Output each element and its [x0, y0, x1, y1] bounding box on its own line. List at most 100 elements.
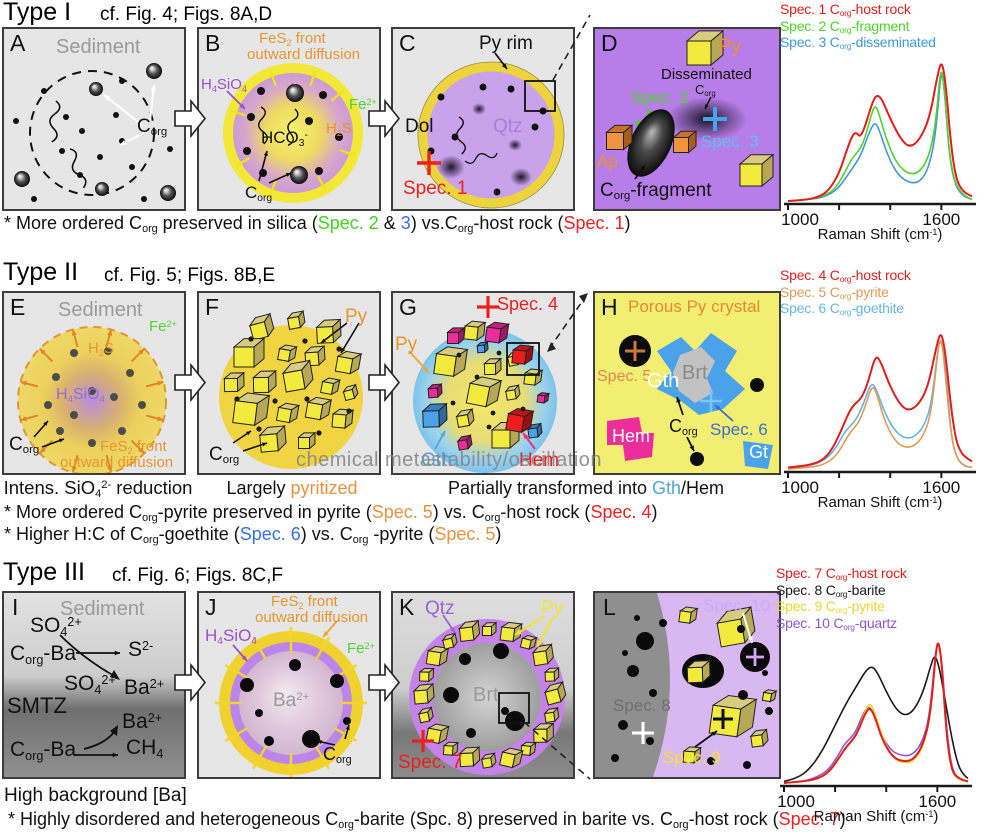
panel-b-graphics — [223, 63, 363, 203]
smtz-label: SMTZ — [7, 693, 67, 718]
py-label: Py — [345, 306, 368, 327]
corg-label: Corg — [137, 116, 168, 139]
panel-i-graphics — [59, 634, 120, 758]
legend-entry: Spec. 8 Corg-barite — [776, 581, 886, 599]
porous-py-title: Porous Py crystal — [628, 297, 761, 316]
h2s-label: H2S — [326, 120, 352, 138]
legend-entry: Spec. 10 Corg-quartz — [776, 614, 897, 632]
gt-label: Gt — [749, 442, 769, 462]
spec5-label: Spec. 5 — [597, 368, 652, 385]
type3-title: Type III — [3, 558, 85, 586]
chart-legend: Spec. 4 Corg-host rock Spec. 5 Corg-pyrit… — [780, 268, 988, 318]
panel-j: J FeS2 front outward diffusion H4SiO4 Fe… — [197, 591, 381, 779]
chart-legend: Spec. 1 Corg-host rock Spec. 2 Corg-fragm… — [780, 2, 988, 52]
legend-entry: Spec. 2 Corg-fragment — [780, 17, 910, 35]
so4-label-1: SO42+ — [30, 614, 82, 639]
spec6-label: Spec. 6 — [710, 420, 768, 439]
corg-label: Corg — [9, 434, 40, 457]
ch4-label: CH4 — [126, 736, 164, 761]
h4sio4-label: H4SiO4 — [201, 76, 247, 94]
hem-label: Hem — [519, 450, 560, 471]
panel-e-letter: E — [10, 294, 26, 320]
fes2-front-label: FeS2 front — [100, 438, 167, 456]
corg-ba-label-1: Corg-Ba — [10, 642, 77, 667]
corg-label: Corg — [209, 444, 240, 467]
high-background-caption: High background [Ba] — [4, 785, 187, 806]
spec4-label: Spec. 4 — [497, 294, 559, 314]
panel-k: K Qtz Py Brt Spec. 7 — [391, 591, 575, 779]
brt-label: Brt — [473, 684, 499, 706]
panel-c-letter: C — [399, 30, 416, 56]
caption-partially-transformed: Partially transformed into Gth/Hem — [447, 478, 725, 498]
svg-text:1600: 1600 — [922, 478, 960, 497]
panel-i: I Sediment SO42+ Corg-Ba S2- SO42+ Ba2+ … — [2, 591, 186, 779]
chart-xlabel: Raman Shift (cm-1) — [817, 226, 943, 243]
svg-text:1000: 1000 — [777, 792, 815, 811]
panel-g: G Spec. 4 Py Gth Hem — [391, 291, 575, 475]
h4sio4-label: H4SiO4 — [56, 386, 105, 405]
type2-note2: * Higher H:C of Corg-goethite (Spec. 6) … — [4, 524, 502, 547]
fe2-label: Fe2+ — [347, 640, 375, 657]
gth-label: Gth — [421, 450, 452, 471]
spec7-label: Spec. 7 — [398, 752, 463, 773]
panel-k-letter: K — [399, 594, 415, 620]
qtz-label: Qtz — [425, 598, 455, 619]
ba-label-1: Ba2+ — [124, 676, 165, 699]
hco3-label: HCO3- — [261, 128, 308, 149]
legend-entry: Spec. 1 Corg-host rock — [780, 1, 911, 19]
panel-d-graphics — [605, 29, 775, 188]
spec8-label: Spec. 8 — [613, 696, 671, 715]
sediment-label: Sediment — [60, 598, 145, 620]
disseminated-label: Disseminated — [661, 66, 752, 83]
type1-title: Type I — [3, 0, 72, 26]
spec1-label: Spec. 1 — [403, 178, 468, 199]
type1-note: * More ordered Corg preserved in silica … — [4, 213, 631, 236]
chart-plot: 1000 1600 — [777, 642, 972, 811]
outward-diffusion-label: outward diffusion — [247, 46, 361, 63]
type2-ref: cf. Fig. 5; Figs. 8B,E — [104, 265, 276, 286]
chart-xlabel: Raman Shift (cm-1) — [817, 494, 943, 511]
sediment-label: Sediment — [56, 36, 141, 58]
svg-text:1000: 1000 — [781, 478, 819, 497]
h4sio4-label: H4SiO4 — [205, 626, 257, 647]
watermark-text: chemical metastability/oscillation — [296, 449, 603, 471]
fes2-front-label: FeS2 front — [259, 30, 326, 48]
legend-entry: Spec. 9 Corg-pyrite — [776, 598, 885, 616]
chart-plot: 1000 1600 — [781, 334, 976, 497]
panel-b-letter: B — [205, 30, 221, 56]
corg-label: Corg — [323, 744, 352, 767]
ba-label: Ba2+ — [273, 690, 310, 711]
panel-l-graphics — [595, 593, 778, 777]
spec3-label: Spec. 3 — [701, 132, 759, 151]
spec2-label: Spec. 2 — [631, 88, 689, 107]
chart-legend: Spec. 7 Corg-host rock Spec. 8 Corg-barit… — [776, 566, 984, 632]
legend-entry: Spec. 5 Corg-pyrite — [780, 283, 889, 301]
panel-j-letter: J — [205, 594, 217, 620]
fe2-label: Fe2+ — [349, 96, 377, 113]
corg-ba-label-2: Corg-Ba — [10, 738, 77, 763]
panel-a: A Sediment Corg — [2, 27, 186, 211]
legend-entry: Spec. 7 Corg-host rock — [776, 565, 907, 583]
panel-h-graphics — [607, 333, 773, 469]
ba-label-2: Ba2+ — [122, 710, 163, 733]
panel-d-letter: D — [601, 30, 618, 56]
panel-h-letter: H — [601, 294, 618, 320]
panel-a-letter: A — [10, 30, 26, 56]
panel-d: D Py Disseminated Corg Spec. 2 Spec. 3 A… — [593, 27, 781, 211]
spec10-label: Spec. 10 — [703, 596, 771, 615]
gth-label: Gth — [647, 370, 680, 392]
py-label: Py — [719, 36, 742, 57]
type3-ref: cf. Fig. 6; Figs. 8C,F — [112, 565, 284, 586]
legend-entry: Spec. 6 Corg-goethite — [780, 300, 904, 318]
panel-c-graphics — [417, 52, 565, 209]
raman-chart-type2: Spec. 4 Corg-host rock Spec. 5 Corg-pyrit… — [780, 268, 988, 511]
py-rim-label: Py rim — [479, 33, 533, 54]
outward-diffusion-label: outward diffusion — [60, 454, 174, 471]
svg-text:1600: 1600 — [922, 210, 960, 229]
fes2-front-label: FeS2 front — [271, 593, 338, 611]
panel-e-graphics — [17, 326, 167, 473]
type1-ref: cf. Fig. 4; Figs. 8A,D — [100, 4, 273, 25]
legend-entry: Spec. 3 Corg-disseminated — [780, 34, 936, 52]
hem-label: Hem — [612, 426, 651, 446]
